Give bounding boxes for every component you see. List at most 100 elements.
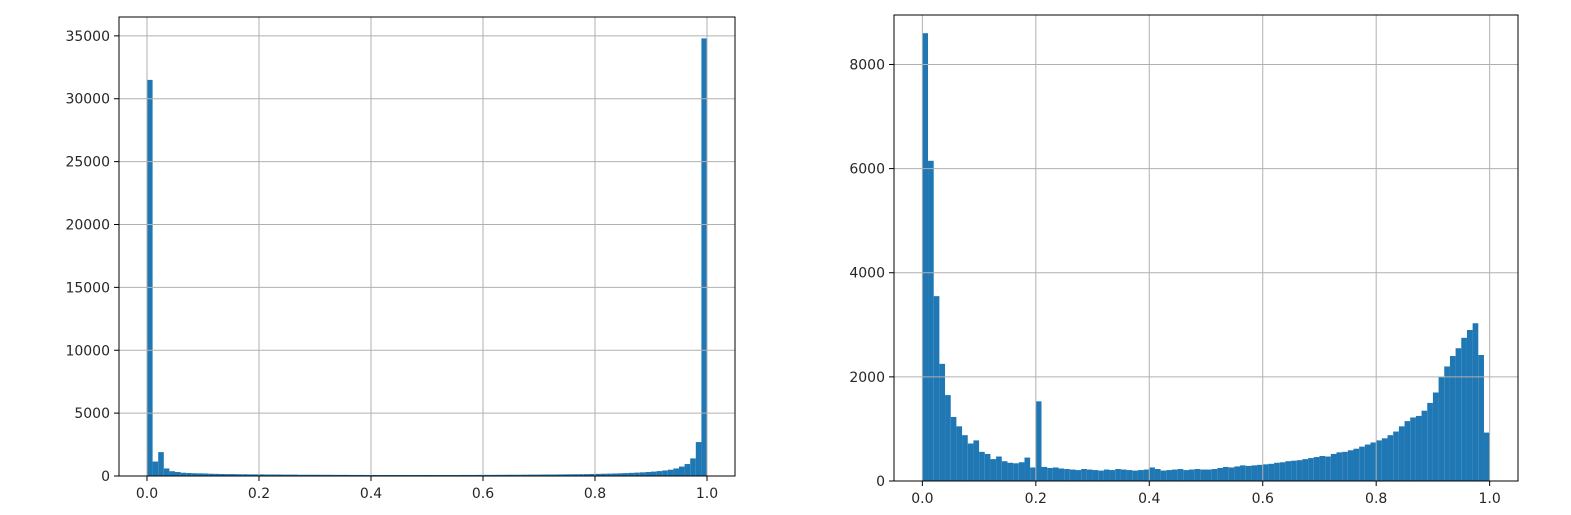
histogram-bar-34 — [1115, 469, 1121, 481]
histogram-bar-22 — [1047, 467, 1053, 481]
histogram-bar-35 — [343, 474, 349, 476]
histogram-bar-5 — [175, 471, 181, 476]
histogram-bar-16 — [236, 474, 243, 476]
histogram-bar-6 — [180, 472, 187, 476]
histogram-bar-44 — [393, 474, 399, 476]
histogram-bar-70 — [1319, 456, 1326, 481]
axes-frame — [893, 14, 1519, 482]
histogram-bar-86 — [1410, 417, 1416, 481]
histogram-bar-74 — [1342, 451, 1348, 481]
histogram-bar-60 — [483, 474, 489, 476]
histogram-bar-1 — [928, 160, 934, 482]
histogram-bar-57 — [466, 474, 472, 476]
histogram-bar-78 — [1364, 444, 1371, 481]
histogram-bar-81 — [1381, 438, 1388, 481]
histogram-bar-97 — [1472, 323, 1479, 481]
histogram-bar-52 — [1217, 467, 1224, 481]
histogram-bar-62 — [1274, 462, 1280, 481]
y-tick-label: 4000 — [849, 266, 885, 282]
histogram-bar-60 — [1262, 464, 1269, 481]
histogram-bar-68 — [527, 474, 534, 476]
histogram-bar-58 — [471, 474, 478, 476]
histogram-bar-81 — [600, 473, 607, 476]
x-tick-label: 1.0 — [696, 486, 718, 502]
histogram-bar-16 — [1013, 463, 1019, 481]
histogram-bar-87 — [1415, 415, 1422, 481]
histogram-bar-44 — [1171, 469, 1178, 481]
histogram-bar-92 — [662, 470, 668, 476]
histogram-bar-63 — [1279, 462, 1286, 481]
histogram-bar-79 — [589, 473, 595, 476]
x-tick-label: 0.2 — [1025, 491, 1047, 507]
histogram-bar-11 — [984, 453, 991, 481]
right-histogram-axes: 0.0 0.2 0.4 0.6 0.8 1.0 0 2000 4000 6000 8000 — [849, 14, 1519, 507]
histogram-bar-10 — [203, 473, 209, 476]
histogram-bar-93 — [667, 469, 674, 476]
histogram-bar-9 — [197, 473, 203, 476]
x-tick-label: 0.0 — [136, 486, 158, 502]
histogram-bar-3 — [163, 468, 170, 476]
histogram-bar-2 — [933, 296, 940, 481]
histogram-bar-76 — [1353, 448, 1360, 481]
histogram-bar-47 — [1188, 469, 1195, 481]
histogram-bar-34 — [337, 474, 343, 476]
histogram-bar-88 — [1421, 410, 1428, 481]
histogram-bar-0 — [922, 33, 929, 481]
histogram-bar-98 — [695, 442, 702, 476]
histogram-bar-23 — [1052, 467, 1059, 481]
histogram-bars — [922, 33, 1490, 482]
histogram-bar-53 — [443, 474, 450, 476]
histogram-bar-33 — [331, 474, 338, 476]
y-tick-label: 8000 — [849, 57, 885, 73]
histogram-bar-55 — [1234, 466, 1241, 481]
y-tick-label: 20000 — [65, 217, 110, 233]
histogram-bar-77 — [1359, 446, 1365, 481]
histogram-bar-71 — [544, 474, 551, 476]
histogram-bar-54 — [449, 474, 455, 476]
histogram-bar-91 — [656, 471, 663, 476]
y-tick-label: 0 — [876, 474, 885, 490]
histogram-bar-51 — [432, 474, 439, 476]
histogram-bar-56 — [1240, 465, 1246, 481]
histogram-bar-24 — [281, 474, 287, 476]
y-tick-label: 35000 — [65, 29, 110, 45]
histogram-bar-61 — [488, 474, 495, 476]
histogram-bar-37 — [1132, 470, 1138, 481]
histogram-bar-53 — [1223, 466, 1229, 481]
histogram-bar-79 — [1370, 442, 1377, 481]
histogram-bar-13 — [996, 456, 1002, 481]
histogram-bar-4 — [169, 471, 175, 476]
histogram-bar-72 — [550, 474, 556, 476]
histogram-bar-73 — [555, 474, 562, 476]
histogram-bar-52 — [438, 474, 444, 476]
histogram-bar-3 — [939, 363, 946, 481]
histogram-bar-20 — [1035, 401, 1042, 481]
histogram-bar-95 — [679, 466, 685, 476]
histogram-bar-90 — [1432, 392, 1439, 481]
histogram-bar-83 — [611, 473, 618, 476]
histogram-bar-10 — [979, 451, 985, 481]
histogram-bar-8 — [967, 443, 974, 481]
histogram-bar-40 — [1149, 467, 1155, 481]
histogram-bar-73 — [1336, 452, 1343, 481]
histogram-bar-75 — [1347, 450, 1354, 481]
histogram-bar-97 — [690, 458, 696, 476]
x-axis: 0.0 0.2 0.4 0.6 0.8 1.0 — [911, 481, 1501, 507]
histogram-bar-0 — [147, 79, 153, 476]
histogram-bar-59 — [1257, 464, 1263, 481]
histogram-bar-58 — [1251, 465, 1258, 481]
x-tick-label: 0.4 — [360, 486, 382, 502]
histogram-bar-85 — [1404, 421, 1411, 481]
histogram-bar-40 — [371, 474, 377, 476]
histogram-bar-17 — [1018, 462, 1025, 481]
histogram-bar-67 — [522, 474, 528, 476]
left-histogram-axes: 0.0 0.2 0.4 0.6 0.8 1.0 0 5000 10000 15000 20000 25… — [65, 16, 736, 502]
histogram-bar-77 — [578, 474, 584, 476]
histogram-bar-14 — [1001, 461, 1008, 481]
histogram-bar-66 — [516, 474, 523, 476]
histogram-bar-45 — [399, 474, 405, 476]
histogram-bar-55 — [455, 474, 461, 476]
histogram-bar-89 — [1427, 402, 1433, 481]
histogram-bar-18 — [247, 474, 254, 476]
